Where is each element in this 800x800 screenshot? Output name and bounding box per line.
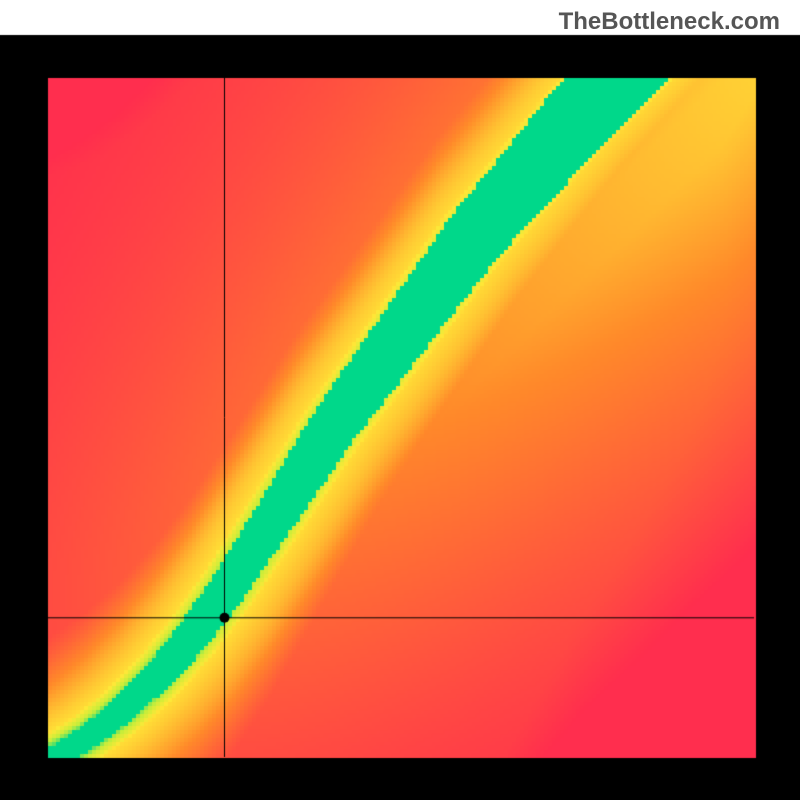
chart-container: TheBottleneck.com (0, 0, 800, 800)
watermark-text: TheBottleneck.com (559, 8, 780, 36)
bottleneck-heatmap (0, 0, 800, 800)
